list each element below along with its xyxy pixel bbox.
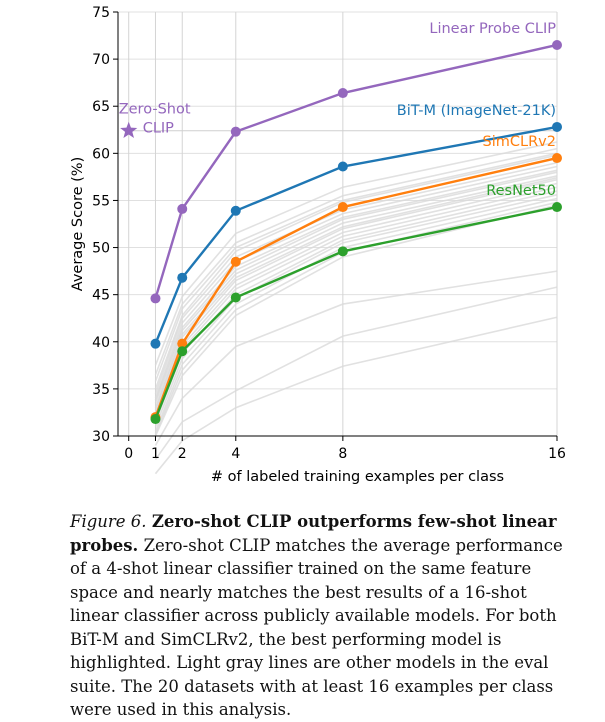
- chart-area: Linear Probe CLIP BiT-M (ImageNet-21K) Sim…: [70, 5, 566, 485]
- data-point: [230, 256, 241, 267]
- x-tick-label: 2: [178, 446, 187, 462]
- x-tick-label: 1: [151, 446, 160, 462]
- data-point: [150, 414, 161, 425]
- series-label: BiT-M (ImageNet-21K): [397, 103, 556, 119]
- gray-model-line: [154, 270, 558, 446]
- data-point: [337, 88, 348, 99]
- figure-caption: Figure 6. Zero-shot CLIP outperforms few…: [70, 510, 575, 722]
- data-point: [230, 292, 241, 303]
- gray-model-line: [154, 147, 558, 376]
- gray-model-line: [154, 177, 558, 410]
- x-tick-label: 16: [548, 446, 566, 462]
- y-tick-label: 55: [92, 193, 110, 209]
- zero-shot-label: Zero-Shot: [119, 102, 191, 118]
- data-point: [150, 338, 161, 349]
- gray-model-line: [154, 175, 558, 409]
- y-tick-label: 50: [92, 241, 110, 257]
- gray-model-line: [154, 152, 558, 382]
- gray-model-line: [154, 204, 558, 437]
- data-point: [337, 161, 348, 172]
- figure-title: Zero-shot CLIP outperforms few-shot line…: [70, 512, 557, 555]
- y-tick-label: 70: [92, 52, 110, 68]
- series-line: [154, 205, 558, 420]
- data-point: [337, 246, 348, 257]
- data-point: [177, 338, 188, 349]
- data-point: [552, 121, 562, 132]
- data-point: [177, 203, 188, 214]
- data-point: [337, 202, 348, 213]
- data-point: [230, 126, 241, 137]
- zero-shot-star-marker: [120, 121, 138, 138]
- data-point: [552, 153, 562, 164]
- y-tick-label: 65: [92, 99, 110, 115]
- y-axis-title: Average Score (%): [70, 157, 86, 291]
- y-tick-label: 45: [92, 288, 110, 304]
- data-point: [177, 346, 188, 357]
- gray-model-line: [154, 154, 558, 390]
- series-label: Linear Probe CLIP: [429, 21, 556, 37]
- y-tick-label: 40: [92, 335, 110, 351]
- zero-shot-label: CLIP: [143, 121, 174, 137]
- figure-caption-body: Zero-shot CLIP matches the average perfo…: [70, 535, 563, 720]
- data-point: [552, 202, 562, 213]
- gray-model-line: [154, 197, 558, 432]
- series-label: SimCLRv2: [483, 134, 556, 150]
- data-point: [150, 293, 161, 304]
- x-axis-title: # of labeled training examples per class: [211, 469, 504, 485]
- y-tick-label: 30: [92, 429, 110, 445]
- gray-model-line: [154, 141, 558, 366]
- x-tick-label: 0: [124, 446, 133, 462]
- x-tick-label: 4: [231, 446, 240, 462]
- gray-model-line: [154, 316, 558, 475]
- line-chart: Linear Probe CLIP BiT-M (ImageNet-21K) Sim…: [70, 5, 566, 485]
- x-tick-label: 8: [338, 446, 347, 462]
- gray-model-line: [154, 286, 558, 461]
- y-tick-label: 60: [92, 146, 110, 162]
- gray-model-line: [154, 171, 558, 404]
- data-point: [230, 205, 241, 216]
- y-tick-label: 35: [92, 382, 110, 398]
- series-label: ResNet50: [486, 183, 556, 199]
- data-point: [177, 272, 188, 283]
- data-point: [552, 39, 562, 50]
- figure-label: Figure 6.: [70, 512, 147, 531]
- y-tick-label: 75: [92, 5, 110, 21]
